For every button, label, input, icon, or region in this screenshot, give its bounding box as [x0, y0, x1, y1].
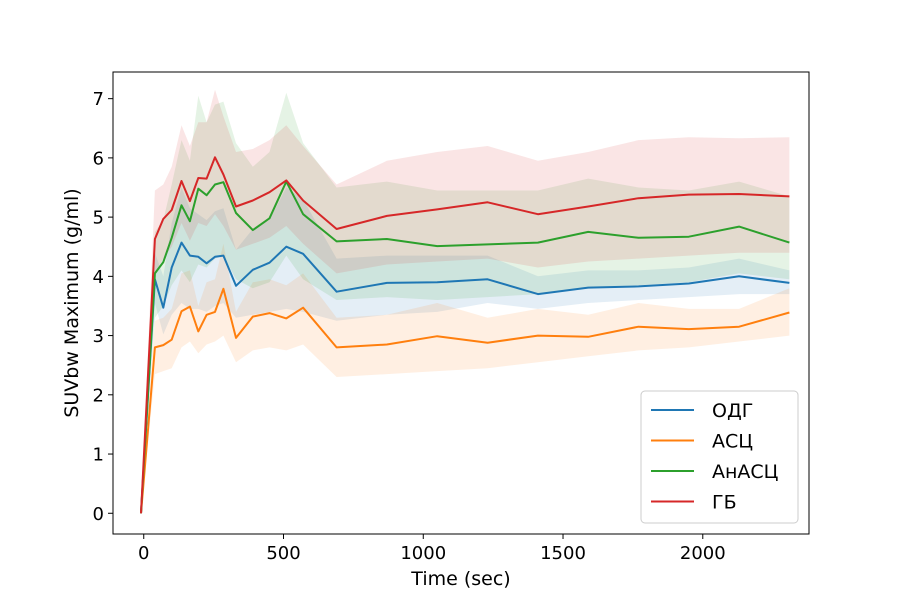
series-3-line: [140, 180, 790, 514]
y-tick-label: 1: [93, 445, 104, 466]
series-4-line: [140, 156, 790, 514]
x-axis-label: Time (sec): [410, 568, 510, 590]
legend-label-1: ОДГ: [712, 400, 753, 422]
x-axis-ticks: 0 500 1000 1500 2000: [138, 534, 726, 564]
x-tick-label: 1500: [540, 543, 586, 564]
y-axis-label: SUVbw Maximum (g/ml): [61, 188, 83, 417]
legend-label-3: АнАСЦ: [712, 461, 778, 483]
series-3-band: [141, 92, 790, 514]
y-tick-label: 0: [93, 504, 104, 525]
x-tick-label: 500: [266, 543, 300, 564]
legend-label-2: АСЦ: [712, 431, 753, 453]
y-tick-label: 6: [93, 148, 104, 169]
series-lines: [140, 156, 790, 514]
series-2-line: [140, 287, 790, 514]
y-tick-label: 4: [93, 267, 104, 288]
x-tick-label: 1000: [400, 543, 446, 564]
legend-items: ОДГ АСЦ АнАСЦ ГБ: [651, 400, 778, 514]
confidence-bands: [141, 89, 790, 514]
x-tick-label: 2000: [680, 543, 726, 564]
y-tick-label: 2: [93, 385, 104, 406]
series-2-band: [141, 243, 790, 514]
series-1-band: [141, 187, 790, 514]
series-4-band: [141, 89, 790, 514]
series-1-line: [140, 241, 790, 514]
y-axis-ticks: 0 1 2 3 4 5 6 7: [93, 89, 113, 525]
plot-frame: [112, 71, 810, 535]
y-tick-label: 5: [93, 208, 104, 229]
x-tick-label: 0: [138, 543, 149, 564]
legend-label-4: ГБ: [712, 492, 737, 514]
legend: ОДГ АСЦ АнАСЦ ГБ: [640, 390, 799, 524]
legend-box: [640, 390, 799, 524]
y-tick-label: 3: [93, 326, 104, 347]
y-tick-label: 7: [93, 89, 104, 110]
